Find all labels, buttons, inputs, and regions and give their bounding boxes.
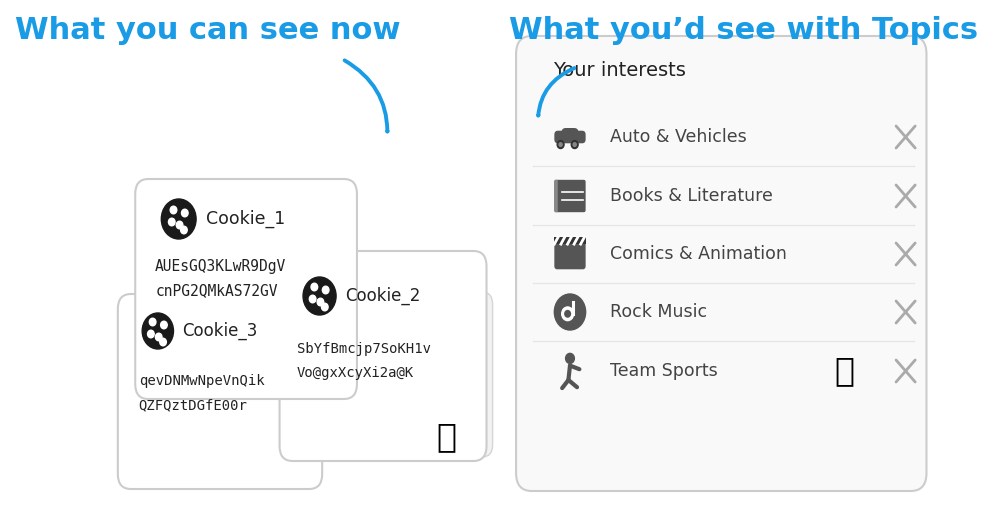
Circle shape bbox=[317, 298, 324, 306]
Text: Team Sports: Team Sports bbox=[610, 362, 718, 380]
Circle shape bbox=[148, 330, 154, 338]
Circle shape bbox=[168, 218, 175, 226]
Circle shape bbox=[161, 199, 196, 239]
Circle shape bbox=[557, 140, 564, 149]
Text: Cookie_3: Cookie_3 bbox=[182, 322, 258, 340]
Circle shape bbox=[303, 277, 336, 315]
Text: Comics & Animation: Comics & Animation bbox=[610, 245, 787, 263]
Circle shape bbox=[176, 221, 183, 229]
Circle shape bbox=[309, 295, 316, 303]
Text: Cookie_2: Cookie_2 bbox=[345, 287, 420, 305]
Circle shape bbox=[155, 333, 162, 341]
Circle shape bbox=[170, 206, 177, 214]
Text: 👍: 👍 bbox=[835, 354, 855, 387]
Text: What you can see now: What you can see now bbox=[15, 16, 400, 45]
Circle shape bbox=[573, 143, 576, 147]
Text: Rock Music: Rock Music bbox=[610, 303, 707, 321]
Circle shape bbox=[321, 303, 328, 311]
Circle shape bbox=[565, 310, 570, 317]
FancyBboxPatch shape bbox=[314, 292, 493, 457]
Circle shape bbox=[566, 353, 574, 363]
Text: SbYfBmcjp7SoKH1v: SbYfBmcjp7SoKH1v bbox=[297, 342, 431, 356]
FancyBboxPatch shape bbox=[280, 251, 487, 461]
Circle shape bbox=[181, 209, 188, 217]
Text: cnPG2QMkAS72GV: cnPG2QMkAS72GV bbox=[155, 284, 278, 298]
Text: AUEsGQ3KLwR9DgV: AUEsGQ3KLwR9DgV bbox=[155, 260, 286, 274]
Circle shape bbox=[161, 321, 167, 329]
FancyBboxPatch shape bbox=[554, 180, 586, 212]
Text: 🤔: 🤔 bbox=[437, 420, 457, 454]
Circle shape bbox=[562, 307, 574, 321]
Text: Books & Literature: Books & Literature bbox=[610, 187, 773, 205]
Circle shape bbox=[311, 283, 318, 291]
FancyBboxPatch shape bbox=[135, 179, 357, 399]
Circle shape bbox=[571, 140, 578, 149]
Circle shape bbox=[160, 338, 166, 346]
FancyBboxPatch shape bbox=[554, 237, 586, 244]
Text: qevDNMwNpeVnQik: qevDNMwNpeVnQik bbox=[139, 374, 264, 388]
FancyBboxPatch shape bbox=[554, 239, 586, 269]
FancyBboxPatch shape bbox=[554, 180, 558, 212]
Circle shape bbox=[322, 286, 329, 294]
FancyBboxPatch shape bbox=[118, 294, 322, 489]
Circle shape bbox=[181, 226, 187, 234]
Text: Your interests: Your interests bbox=[553, 62, 685, 80]
FancyArrowPatch shape bbox=[538, 68, 574, 116]
Text: Vo@gxXcyXi2a@K: Vo@gxXcyXi2a@K bbox=[297, 366, 414, 380]
Text: QZFQztDGfE00r: QZFQztDGfE00r bbox=[139, 398, 248, 412]
FancyArrowPatch shape bbox=[345, 61, 388, 131]
Text: Cookie_1: Cookie_1 bbox=[206, 210, 285, 228]
Text: What you’d see with Topics: What you’d see with Topics bbox=[509, 16, 978, 45]
FancyBboxPatch shape bbox=[297, 276, 475, 441]
Circle shape bbox=[559, 143, 562, 147]
Text: Auto & Vehicles: Auto & Vehicles bbox=[610, 128, 747, 146]
FancyBboxPatch shape bbox=[561, 128, 579, 136]
FancyBboxPatch shape bbox=[516, 36, 926, 491]
Circle shape bbox=[554, 294, 586, 330]
Circle shape bbox=[149, 318, 156, 326]
Circle shape bbox=[142, 313, 173, 349]
FancyBboxPatch shape bbox=[554, 131, 586, 144]
